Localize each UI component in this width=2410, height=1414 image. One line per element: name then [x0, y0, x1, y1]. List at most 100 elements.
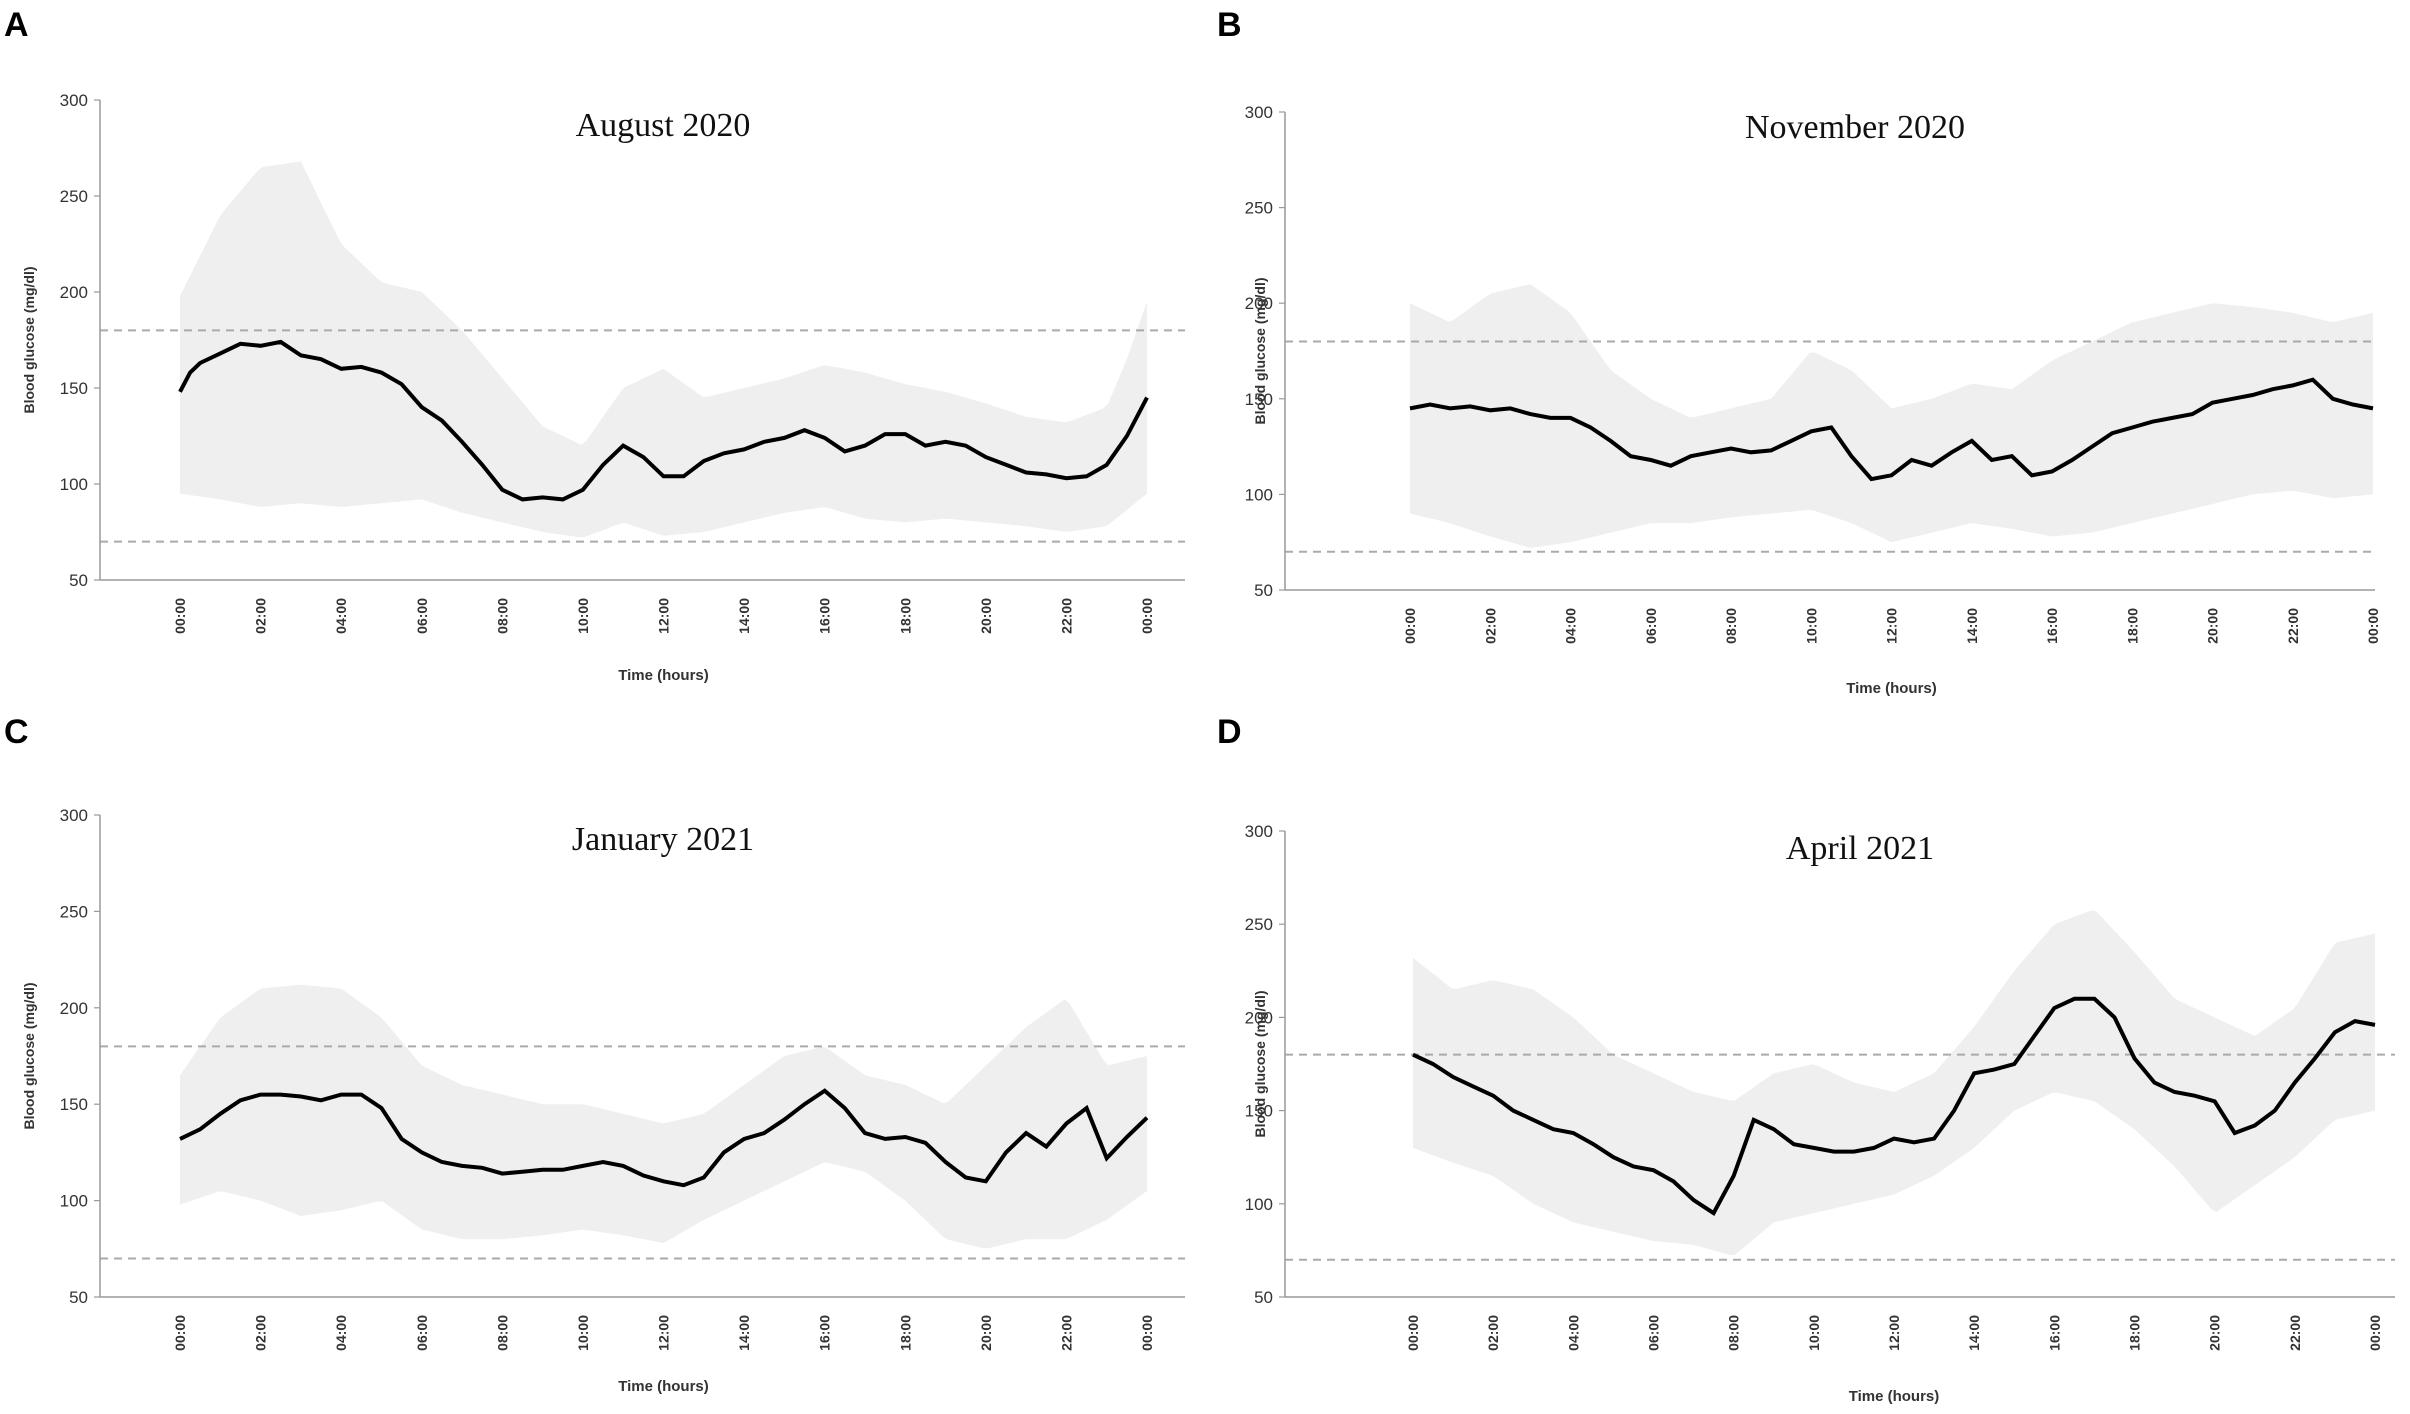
- x-tick-label: 20:00: [978, 1315, 994, 1351]
- y-tick-label: 200: [1245, 1008, 1273, 1027]
- x-tick-label: 10:00: [1803, 608, 1819, 644]
- x-tick-label: 00:00: [1139, 598, 1155, 634]
- axes: [99, 815, 1185, 1298]
- y-tick-label: 100: [1245, 485, 1273, 504]
- y-tick-label: 50: [1254, 1288, 1273, 1307]
- x-tick-label: 06:00: [414, 1315, 430, 1351]
- y-axis-label: Blood glucose (mg/dl): [1252, 278, 1268, 425]
- y-tick-label: 50: [69, 571, 88, 590]
- axes: [1284, 831, 2395, 1298]
- panel-c: C 50 100 150 200 250 300 00:00 02:00 04:00 06:00…: [0, 707, 1205, 1414]
- median-line: [179, 1088, 1149, 1188]
- x-tick-label: 10:00: [575, 1315, 591, 1351]
- x-tick-label: 20:00: [978, 598, 994, 634]
- y-tick-label: 50: [1254, 581, 1273, 600]
- reference-lines: [1285, 1053, 2395, 1261]
- x-tick-label: 12:00: [656, 1315, 672, 1351]
- x-tick-label: 02:00: [253, 598, 269, 634]
- y-tick-label: 100: [60, 1192, 88, 1211]
- x-tick-label: 00:00: [172, 598, 188, 634]
- y-tick-label: 100: [60, 475, 88, 494]
- chart-c: C 50 100 150 200 250 300 00:00 02:00 04:00 06:00…: [4, 713, 1185, 1395]
- y-tick-label: 300: [1245, 822, 1273, 841]
- x-tick-label: 02:00: [1485, 1315, 1501, 1351]
- x-tick-label: 06:00: [1643, 608, 1659, 644]
- x-axis-label: Time (hours): [1849, 1388, 1940, 1405]
- x-tick-label: 18:00: [2124, 608, 2140, 644]
- panel-letter-d: D: [1217, 713, 1242, 751]
- y-tick-label: 300: [60, 91, 88, 110]
- x-tick-label: 16:00: [817, 1315, 833, 1351]
- y-tick-label: 250: [1245, 915, 1273, 934]
- chart-b: B 50 100 150 200 250 300 00:00 02:00 04:00 06:00…: [1217, 6, 2381, 697]
- x-tick-label: 06:00: [414, 598, 430, 634]
- x-tick-label: 22:00: [2285, 608, 2301, 644]
- x-tick-label: 08:00: [494, 598, 510, 634]
- x-tick-label: 18:00: [897, 1315, 913, 1351]
- x-tick-label: 02:00: [253, 1315, 269, 1351]
- x-tick-label: 00:00: [2367, 1315, 2383, 1351]
- y-ticks: 50 100 150 200 250 300: [1245, 822, 1285, 1307]
- x-tick-label: 08:00: [494, 1315, 510, 1351]
- x-tick-label: 10:00: [575, 598, 591, 634]
- y-tick-label: 200: [60, 283, 88, 302]
- x-tick-label: 14:00: [1964, 608, 1980, 644]
- x-ticks: 00:00 02:00 04:00 06:00 08:00 10:00 12:00 14:00…: [172, 598, 1155, 634]
- y-ticks: 50 100 150 200 250 300: [1245, 103, 1285, 600]
- panel-a: A 50 100 150 200 250 300 00:00 02:00 04:00 06:00…: [0, 0, 1205, 707]
- y-tick-label: 50: [69, 1288, 88, 1307]
- axes: [1284, 112, 2375, 591]
- median-line: [1409, 377, 2374, 482]
- x-axis-label: Time (hours): [618, 1378, 709, 1395]
- x-tick-label: 20:00: [2207, 1315, 2223, 1351]
- chart-title: January 2021: [572, 821, 754, 858]
- x-tick-label: 08:00: [1726, 1315, 1742, 1351]
- x-tick-label: 12:00: [1884, 608, 1900, 644]
- x-tick-label: 14:00: [736, 598, 752, 634]
- y-tick-label: 200: [60, 999, 88, 1018]
- x-tick-label: 00:00: [1402, 608, 1418, 644]
- x-tick-label: 00:00: [172, 1315, 188, 1351]
- y-tick-label: 150: [60, 1095, 88, 1114]
- panel-d: D 50 100 150 200 250 300 00:00 02:00 04:00 06:00…: [1205, 707, 2410, 1414]
- x-ticks: 00:00 02:00 04:00 06:00 08:00 10:00 12:00 14:00…: [1405, 1315, 2383, 1351]
- x-tick-label: 22:00: [2287, 1315, 2303, 1351]
- x-tick-label: 22:00: [1058, 1315, 1074, 1351]
- y-tick-label: 250: [1245, 199, 1273, 218]
- y-tick-label: 300: [60, 806, 88, 825]
- confidence-band: [1410, 284, 2373, 548]
- x-tick-label: 04:00: [1565, 1315, 1581, 1351]
- panel-letter-c: C: [4, 713, 29, 751]
- confidence-band: [1413, 910, 2375, 1256]
- panel-letter-a: A: [4, 6, 29, 44]
- y-tick-label: 100: [1245, 1195, 1273, 1214]
- chart-title: November 2020: [1745, 109, 1965, 146]
- x-tick-label: 10:00: [1806, 1315, 1822, 1351]
- x-tick-label: 14:00: [736, 1315, 752, 1351]
- x-tick-label: 00:00: [1139, 1315, 1155, 1351]
- x-tick-label: 00:00: [1405, 1315, 1421, 1351]
- x-axis-label: Time (hours): [618, 667, 709, 684]
- x-tick-label: 12:00: [1886, 1315, 1902, 1351]
- chart-title: August 2020: [576, 107, 751, 144]
- x-tick-label: 22:00: [1058, 598, 1074, 634]
- x-tick-label: 02:00: [1482, 608, 1498, 644]
- y-tick-label: 200: [1245, 294, 1273, 313]
- x-tick-label: 04:00: [1563, 608, 1579, 644]
- x-tick-label: 18:00: [897, 598, 913, 634]
- chart-d: D 50 100 150 200 250 300 00:00 02:00 04:00 06:00…: [1217, 713, 2395, 1405]
- x-tick-label: 16:00: [2046, 1315, 2062, 1351]
- x-tick-label: 16:00: [817, 598, 833, 634]
- y-axis-label: Blood glucose (mg/dl): [21, 267, 37, 414]
- x-tick-label: 00:00: [2365, 608, 2381, 644]
- y-ticks: 50 100 150 200 250 300: [60, 806, 100, 1307]
- median-line: [178, 339, 1149, 502]
- y-ticks: 50 100 150 200 250 300: [60, 91, 100, 590]
- y-axis-label: Blood glucose (mg/dl): [1252, 991, 1268, 1138]
- confidence-band: [180, 161, 1147, 538]
- y-tick-label: 250: [60, 902, 88, 921]
- y-tick-label: 150: [1245, 1102, 1273, 1121]
- chart-a: A 50 100 150 200 250 300 00:00 02:00 04:00 06:00…: [4, 6, 1185, 684]
- axes: [99, 100, 1185, 581]
- chart-title: April 2021: [1786, 830, 1934, 867]
